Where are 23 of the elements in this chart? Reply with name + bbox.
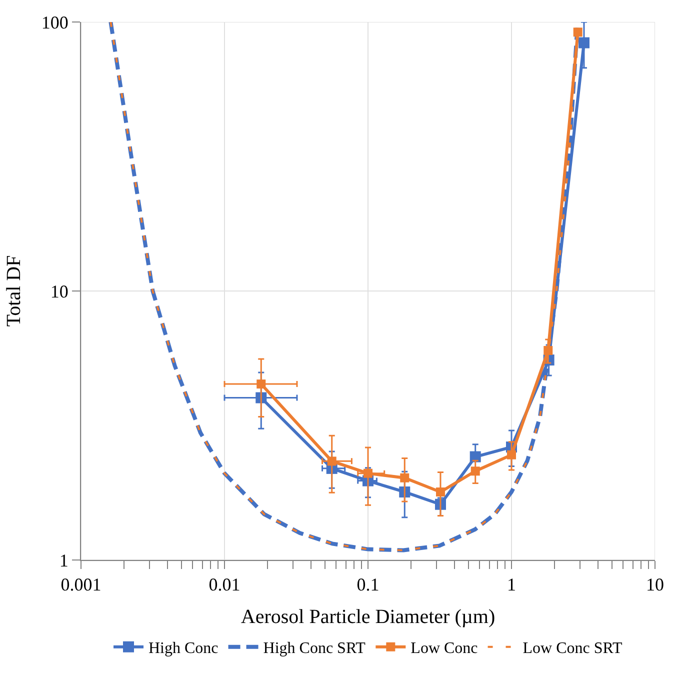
x-tick-label: 0.01 xyxy=(208,574,240,595)
legend-label: Low Conc xyxy=(410,640,478,658)
x-axis-title: Aerosol Particle Diameter (µm) xyxy=(240,606,496,628)
point xyxy=(327,456,336,466)
point xyxy=(436,487,445,496)
legend-label: High Conc SRT xyxy=(263,640,366,658)
y-axis-title: Total DF xyxy=(2,255,25,327)
point xyxy=(507,450,516,460)
y-tick-label: 1 xyxy=(59,550,68,570)
point xyxy=(470,451,481,462)
x-tick-label: 0.001 xyxy=(60,574,102,595)
legend-label: High Conc xyxy=(148,640,218,658)
x-tick-label: 10 xyxy=(646,574,664,595)
point xyxy=(400,473,410,482)
point xyxy=(578,37,590,48)
point xyxy=(470,466,480,476)
y-tick-label: 10 xyxy=(50,281,68,302)
x-tick-label: 1 xyxy=(507,574,516,595)
point xyxy=(364,468,372,478)
y-tick-label: 100 xyxy=(41,12,68,32)
point xyxy=(544,346,553,355)
x-tick-label: 0.1 xyxy=(356,574,380,595)
legend-label: Low Conc SRT xyxy=(522,640,622,658)
